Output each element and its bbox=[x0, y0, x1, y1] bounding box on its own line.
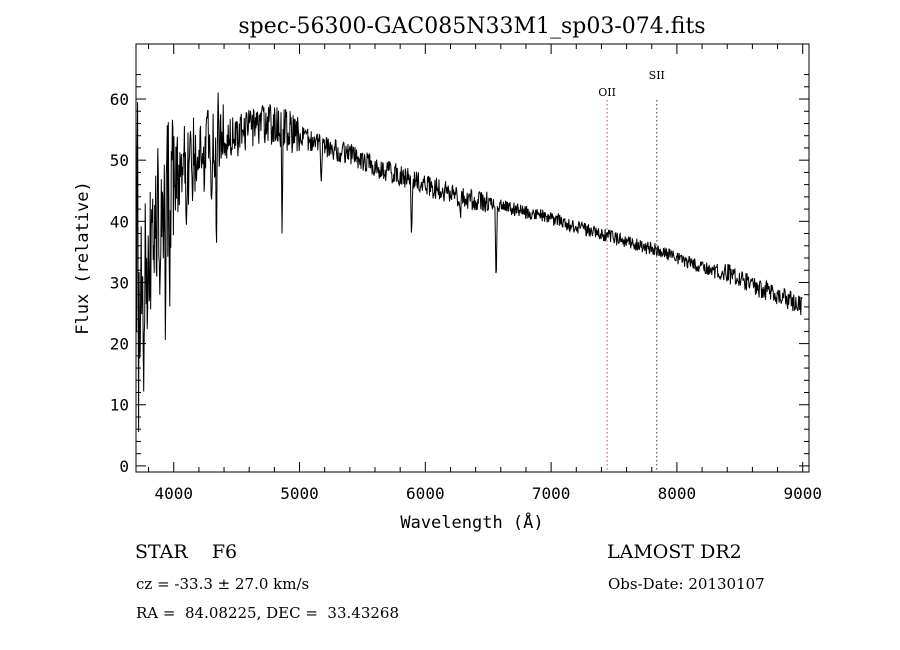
spectrum-line bbox=[136, 92, 803, 433]
y-tick-label: 40 bbox=[110, 212, 129, 231]
y-tick-label: 0 bbox=[119, 457, 129, 476]
emission-line-markers: OII SII bbox=[598, 69, 665, 472]
line-marker-label: OII bbox=[598, 86, 616, 99]
observation-date: Obs-Date: 20130107 bbox=[608, 575, 765, 593]
spectrum-chart: spec-56300-GAC085N33M1_sp03-074.fits 400… bbox=[73, 14, 822, 533]
line-marker-label: SII bbox=[649, 69, 665, 82]
y-axis-label: Flux (relative) bbox=[73, 181, 93, 335]
y-tick-label: 50 bbox=[110, 151, 129, 170]
y-axis-ticks: 0 10 20 30 40 50 60 bbox=[110, 74, 809, 476]
y-tick-label: 10 bbox=[110, 396, 129, 415]
x-tick-label: 4000 bbox=[154, 484, 193, 503]
x-tick-label: 7000 bbox=[532, 484, 571, 503]
redshift-velocity: cz = -33.3 ± 27.0 km/s bbox=[136, 575, 310, 593]
plot-frame bbox=[135, 43, 810, 473]
x-tick-label: 9000 bbox=[783, 484, 822, 503]
y-tick-label: 20 bbox=[110, 335, 129, 354]
chart-title: spec-56300-GAC085N33M1_sp03-074.fits bbox=[238, 14, 705, 39]
coordinates: RA = 84.08225, DEC = 33.43268 bbox=[136, 604, 400, 622]
object-class: STAR F6 bbox=[135, 541, 238, 563]
x-tick-label: 6000 bbox=[406, 484, 445, 503]
x-tick-label: 5000 bbox=[280, 484, 319, 503]
x-axis-label: Wavelength (Å) bbox=[400, 511, 543, 533]
y-tick-label: 60 bbox=[110, 90, 129, 109]
y-tick-label: 30 bbox=[110, 273, 129, 292]
survey-name: LAMOST DR2 bbox=[607, 541, 742, 563]
x-tick-label: 8000 bbox=[658, 484, 697, 503]
x-axis-ticks: 4000 5000 6000 7000 8000 9000 bbox=[148, 44, 822, 503]
